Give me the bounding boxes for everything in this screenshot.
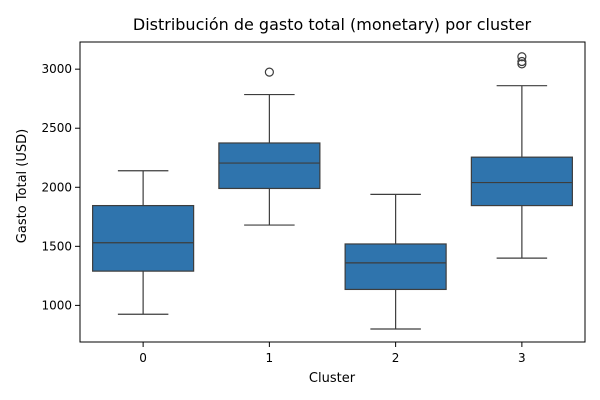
y-tick-label: 2500 [41,121,72,135]
x-tick-label: 0 [139,351,147,365]
plot-area: 1000 1500 2000 2500 3000 0 1 2 3 [41,41,586,365]
outlier-point [517,59,527,69]
outlier-point [517,56,527,67]
x-axis-label: Cluster [309,371,356,386]
y-axis-label: Gasto Total (USD) [15,129,30,243]
box-cluster-0 [92,204,195,272]
chart-title: Distribución de gasto total (monetary) p… [133,15,532,34]
x-tick-label: 1 [266,351,274,365]
y-tick-label: 1000 [41,298,72,312]
y-tick-label: 2000 [41,180,72,194]
x-tick-label: 2 [392,351,400,365]
y-tick-label: 3000 [41,62,72,76]
outlier-point [264,67,274,77]
outlier-point [517,52,527,62]
box-cluster-2 [344,243,447,291]
x-tick-label: 3 [518,351,526,365]
plot-frame [79,41,586,343]
box-cluster-1 [218,142,321,190]
y-tick-label: 1500 [41,239,72,253]
box-cluster-3 [470,156,573,207]
